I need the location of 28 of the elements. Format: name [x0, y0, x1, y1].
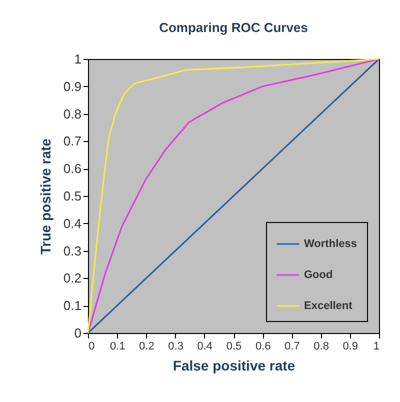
y-axis-title: True positive rate — [37, 138, 54, 254]
y-tick-label: 0.6 — [63, 161, 82, 176]
y-tick-label: 0.5 — [63, 188, 82, 204]
x-tick-label: 0.2 — [139, 340, 154, 352]
x-tick-label: 1 — [373, 340, 380, 352]
x-tick-label: 0.1 — [110, 340, 126, 352]
x-tick-label: 0.5 — [226, 340, 242, 352]
y-tick-label: 0.1 — [63, 298, 82, 314]
x-tick-label: 0.9 — [342, 340, 358, 352]
legend-label: Excellent — [304, 300, 353, 312]
legend-label: Worthless — [304, 238, 357, 250]
x-tick-label: 0.4 — [197, 340, 213, 352]
y-tick-label: 1 — [74, 52, 82, 66]
x-tick-label: 0.8 — [314, 340, 329, 352]
y-tick-label: 0.2 — [63, 270, 82, 286]
y-tick-label: 0.4 — [63, 216, 82, 231]
y-tick-label: 0.7 — [63, 134, 82, 149]
chart-title: Comparing ROC Curves — [159, 20, 308, 35]
y-tick-label: 0.8 — [63, 106, 82, 122]
y-tick-label: 0.9 — [63, 78, 82, 94]
x-tick-label: 0.3 — [168, 340, 184, 352]
legend-label: Good — [304, 269, 333, 281]
x-axis-title: False positive rate — [172, 358, 296, 374]
y-tick-label: 0.3 — [63, 243, 82, 258]
y-tick-label: 0 — [74, 326, 82, 340]
x-tick-label: 0.7 — [284, 340, 300, 352]
x-tick-label: 0.6 — [255, 340, 271, 352]
x-tick-label: 0 — [88, 340, 95, 352]
